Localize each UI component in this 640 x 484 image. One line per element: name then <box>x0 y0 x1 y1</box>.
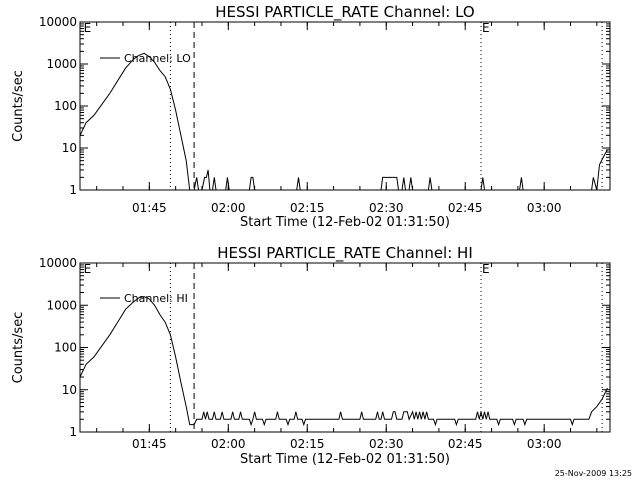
y-tick-label: 100 <box>54 341 77 355</box>
series-line <box>79 52 608 191</box>
x-tick-label: 02:30 <box>369 201 404 215</box>
y-tick-label: 10000 <box>39 15 77 29</box>
annotation-label: E <box>84 262 92 276</box>
chart-panel-2: HESSI PARTICLE_RATE Channel: HI 1 10 100 100… <box>11 244 611 467</box>
x-tick-label: 02:45 <box>448 201 483 215</box>
y-tick-label: 100 <box>54 99 77 113</box>
x-tick-label: 02:00 <box>211 201 246 215</box>
annotation-label: E <box>482 21 490 35</box>
x-tick-label: 01:45 <box>132 201 167 215</box>
chart-title: HESSI PARTICLE_RATE Channel: LO <box>215 3 474 22</box>
legend-label: Channel: LO <box>124 52 191 65</box>
annotation-label: E <box>84 21 92 35</box>
y-tick-label: 10 <box>62 383 77 397</box>
x-tick-label: 02:45 <box>448 437 483 451</box>
x-tick-label: 03:00 <box>527 437 562 451</box>
x-tick-label: 02:00 <box>211 437 246 451</box>
y-tick-label: 1000 <box>46 57 77 71</box>
y-tick-label: 10000 <box>39 256 77 270</box>
annotation-label: E <box>482 262 490 276</box>
y-axis-label: Counts/sec <box>11 70 26 142</box>
chart-panel-1: HESSI PARTICLE_RATE Channel: LO 1 10 100 100… <box>11 3 611 230</box>
x-axis-label: Start Time (12-Feb-02 01:31:50) <box>240 215 450 230</box>
y-tick-label: 1000 <box>46 298 77 312</box>
y-tick-label: 1 <box>69 425 77 439</box>
x-tick-label: 02:30 <box>369 437 404 451</box>
x-tick-label: 02:15 <box>290 201 325 215</box>
x-tick-label: 03:00 <box>527 201 562 215</box>
x-axis-label: Start Time (12-Feb-02 01:31:50) <box>240 452 450 467</box>
legend-label: Channel: HI <box>124 292 188 305</box>
chart-title: HESSI PARTICLE_RATE Channel: HI <box>217 244 473 263</box>
series-line <box>79 296 608 427</box>
y-axis-label: Counts/sec <box>11 312 26 384</box>
y-tick-label: 1 <box>69 183 77 197</box>
x-tick-label: 02:15 <box>290 437 325 451</box>
plot-frame <box>79 21 611 191</box>
footer-timestamp: 25-Nov-2009 13:25 <box>554 469 632 478</box>
plot-frame <box>79 262 611 433</box>
x-tick-label: 01:45 <box>132 437 167 451</box>
y-tick-label: 10 <box>62 141 77 155</box>
